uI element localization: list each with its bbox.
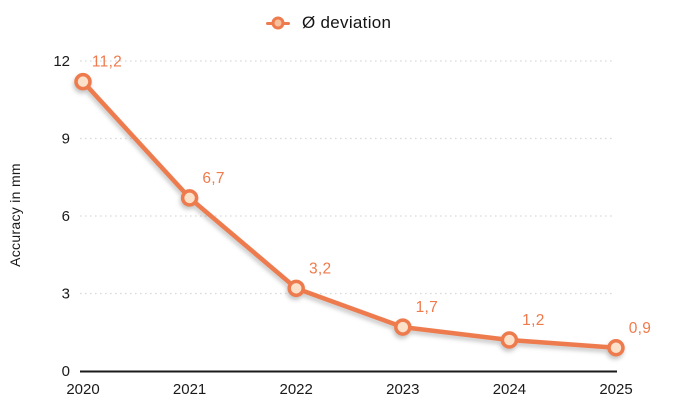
y-tick-label-12: 12 (53, 53, 70, 70)
series-line-deviation (80, 79, 619, 350)
x-tick-label-2020: 2020 (66, 381, 99, 398)
data-point-marker-2022[interactable] (287, 279, 305, 298)
series-group (74, 72, 625, 357)
x-tick-label-2023: 2023 (386, 381, 419, 398)
data-point-label-2021: 6,7 (202, 170, 224, 187)
y-tick-label-0: 0 (62, 363, 70, 380)
data-point-label-2025: 0,9 (629, 320, 651, 337)
y-axis-title: Accuracy in mm (7, 163, 23, 267)
y-tick-label-6: 6 (62, 208, 70, 225)
y-tick-label-9: 9 (62, 131, 70, 148)
x-tick-label-2024: 2024 (493, 381, 526, 398)
legend-item-deviation[interactable]: Ø deviation (266, 13, 391, 33)
legend-label: Ø deviation (302, 13, 392, 32)
data-point-marker-2021[interactable] (180, 189, 199, 207)
data-point-label-2020: 11,2 (92, 54, 122, 71)
x-tick-label-2025: 2025 (599, 381, 632, 398)
data-point-marker-2025[interactable] (607, 339, 625, 357)
data-point-marker-2023[interactable] (394, 318, 412, 336)
data-point-marker-2024[interactable] (500, 331, 519, 349)
legend-dot-swatch (271, 16, 285, 30)
data-point-label-2023: 1,7 (416, 299, 438, 316)
data-point-marker-2020[interactable] (74, 72, 92, 91)
data-point-label-2024: 1,2 (522, 312, 544, 329)
data-point-label-2022: 3,2 (309, 260, 331, 277)
x-tick-label-2021: 2021 (173, 381, 206, 398)
legend-marker-icon (266, 16, 290, 31)
y-tick-label-3: 3 (62, 286, 70, 303)
x-tick-label-2022: 2022 (280, 381, 313, 398)
